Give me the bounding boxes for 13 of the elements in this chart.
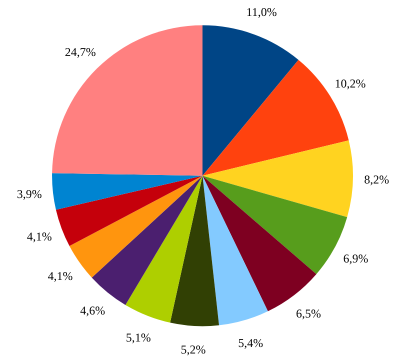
data-label: 11,0% <box>246 5 277 20</box>
data-label: 10,2% <box>334 76 366 91</box>
data-label: 5,4% <box>238 336 264 350</box>
data-label: 4,6% <box>80 304 106 318</box>
data-label: 8,2% <box>364 172 390 186</box>
data-label: 5,1% <box>126 330 151 344</box>
data-label: 6,9% <box>343 251 368 266</box>
data-label: 24,7% <box>64 44 96 59</box>
data-label: 5,2% <box>180 342 206 356</box>
data-label: 3,9% <box>16 187 42 202</box>
data-label: 4,1% <box>26 229 52 244</box>
data-label: 4,1% <box>48 269 73 284</box>
data-label: 6,5% <box>296 306 321 321</box>
